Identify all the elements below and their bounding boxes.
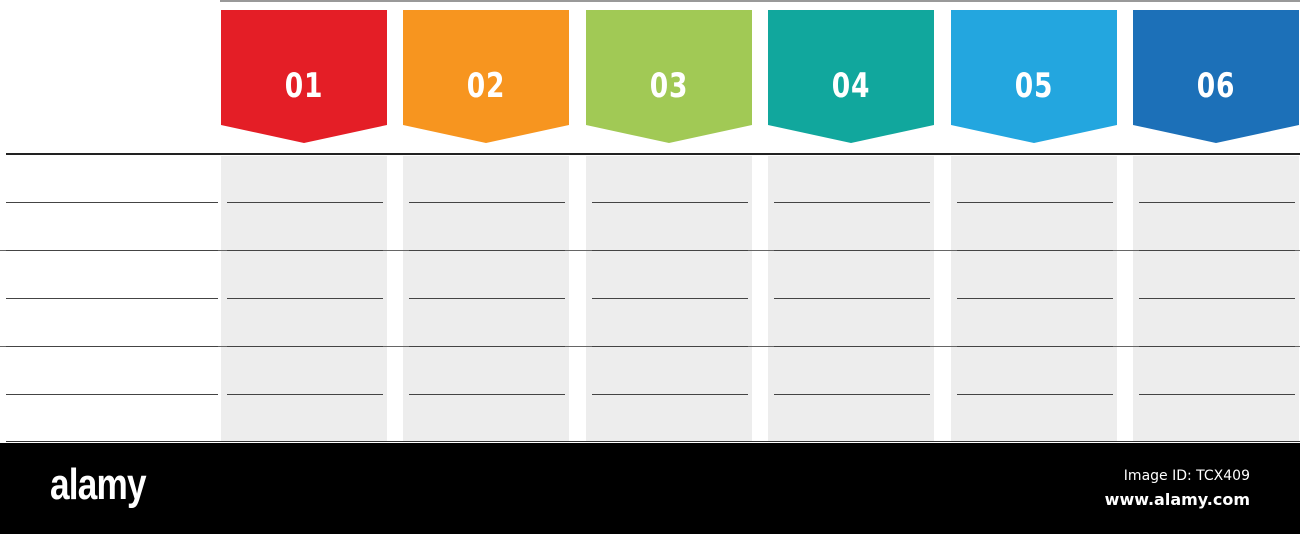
column-body-6 — [1133, 156, 1299, 442]
pennant-shape — [1133, 10, 1299, 143]
pennant-shape — [221, 10, 387, 143]
column-header-1: 01 — [221, 10, 387, 143]
alamy-logo: alamy — [50, 460, 147, 509]
watermark-footer — [0, 443, 1300, 534]
row-label-line — [6, 202, 218, 203]
column-body-2 — [403, 156, 569, 442]
cell-line — [592, 250, 748, 251]
cell-line — [774, 346, 930, 347]
pennant-shape — [586, 10, 752, 143]
pennant-shape — [403, 10, 569, 143]
column-number: 06 — [1196, 66, 1236, 106]
cell-line — [1139, 202, 1295, 203]
column-number: 03 — [649, 66, 689, 106]
column-number: 02 — [466, 66, 506, 106]
cell-line — [774, 202, 930, 203]
cell-line — [957, 346, 1113, 347]
cell-line — [227, 346, 383, 347]
pennant-shape — [951, 10, 1117, 143]
column-number: 04 — [831, 66, 871, 106]
cell-line — [774, 298, 930, 299]
cell-line — [774, 250, 930, 251]
cell-line — [409, 202, 565, 203]
column-header-2: 02 — [403, 10, 569, 143]
cell-line — [227, 298, 383, 299]
cell-line — [227, 250, 383, 251]
header-divider — [6, 153, 1300, 155]
column-body-5 — [951, 156, 1117, 442]
row-label-line — [6, 298, 218, 299]
cell-line — [957, 394, 1113, 395]
row-label-line — [6, 346, 218, 347]
row-label-line — [6, 394, 218, 395]
cell-line — [957, 202, 1113, 203]
column-body-4 — [768, 156, 934, 442]
top-rule — [220, 0, 1300, 2]
cell-line — [227, 394, 383, 395]
cell-line — [592, 394, 748, 395]
website: www.alamy.com — [1104, 490, 1250, 509]
column-header-6: 06 — [1133, 10, 1299, 143]
cell-line — [592, 346, 748, 347]
column-header-4: 04 — [768, 10, 934, 143]
cell-line — [957, 298, 1113, 299]
cell-line — [409, 298, 565, 299]
cell-line — [227, 202, 383, 203]
column-header-5: 05 — [951, 10, 1117, 143]
cell-line — [957, 250, 1113, 251]
cell-line — [592, 298, 748, 299]
column-header-3: 03 — [586, 10, 752, 143]
row-label-line — [6, 250, 218, 251]
image-id: Image ID: TCX409 — [1123, 468, 1250, 484]
cell-line — [1139, 394, 1295, 395]
pennant-shape — [768, 10, 934, 143]
column-body-1 — [221, 156, 387, 442]
cell-line — [1139, 346, 1295, 347]
column-number: 01 — [284, 66, 324, 106]
column-number: 05 — [1014, 66, 1054, 106]
cell-line — [409, 394, 565, 395]
cell-line — [592, 202, 748, 203]
cell-line — [409, 250, 565, 251]
cell-line — [1139, 298, 1295, 299]
bottom-rule — [6, 441, 1300, 442]
cell-line — [774, 394, 930, 395]
cell-line — [409, 346, 565, 347]
column-body-3 — [586, 156, 752, 442]
cell-line — [1139, 250, 1295, 251]
